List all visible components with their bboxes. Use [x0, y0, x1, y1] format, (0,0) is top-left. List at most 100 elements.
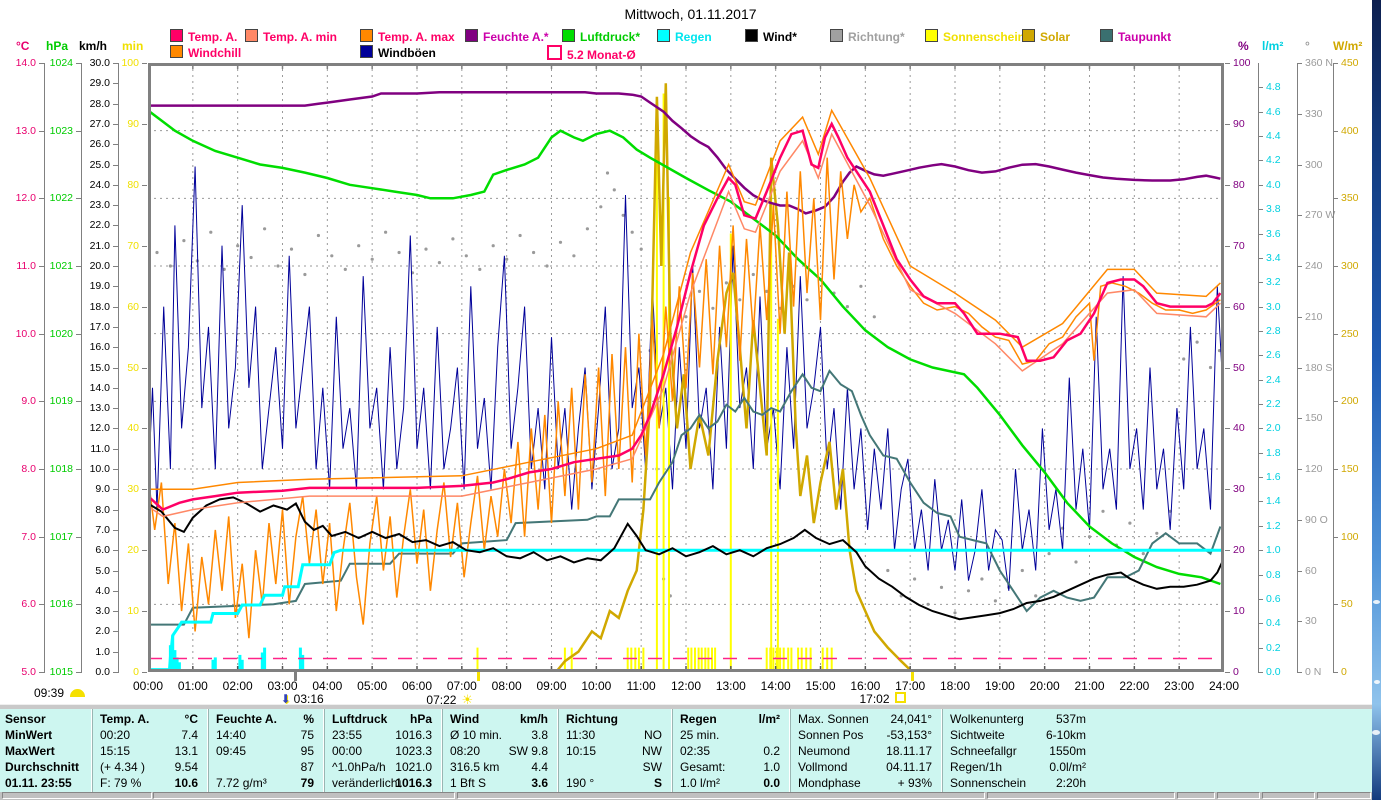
weather-chart-plot[interactable]: [148, 63, 1224, 672]
legend-item-richtung-: Richtung*: [830, 29, 905, 44]
axis-tick: [1333, 63, 1338, 64]
table-cell-label: 23:55: [332, 728, 363, 742]
axis-tick-label: 11.0: [16, 260, 36, 272]
axis-tick-label: 5.0: [95, 564, 110, 577]
legend-swatch-icon: [657, 29, 670, 42]
axis-tick: [1258, 404, 1263, 406]
legend-label: Sonnenschein: [943, 30, 1026, 44]
axis-tick-label: 19.0: [89, 280, 110, 293]
column-header-label: Temp. A.: [100, 712, 150, 726]
axis-tick-label: 4.6: [1266, 105, 1281, 118]
series-taupunkt: [148, 369, 1222, 626]
series-temp: [148, 121, 1222, 512]
x-axis-hour-label: 03:00: [267, 679, 298, 693]
axis-tick-label: 3.4: [1266, 251, 1281, 264]
table-cell-value: 1016.3: [395, 776, 432, 790]
table-column-max-sonnen: Max. Sonnen 24,041° Sonnen Pos -53,153° Neum…: [790, 709, 939, 792]
axis-tick-label: 1.6: [1266, 471, 1281, 484]
axis-tick-label: 3.0: [95, 605, 110, 618]
axis-tick: [1333, 672, 1338, 673]
column-header-label: Regen: [680, 712, 717, 726]
axis-tick: [76, 63, 81, 64]
legend-item-regen: Regen: [657, 29, 712, 44]
table-cell-value: 7.4: [181, 728, 198, 742]
axis-tick: [1258, 282, 1263, 284]
axis-tick-label: 30: [1233, 483, 1245, 496]
status-bar: [0, 792, 1372, 800]
axis-tick-label: 17.0: [89, 320, 110, 333]
axis-tick-label: 1.4: [1266, 495, 1281, 508]
axis-tick-label: 60: [1233, 300, 1245, 313]
axis-tick-label: 4.0: [1266, 178, 1281, 191]
axis-tick-label: 14.0: [15, 57, 36, 69]
column-header-unit: 537m: [1055, 712, 1086, 726]
column-header-unit: °C: [184, 712, 198, 726]
axis-tick-label: 350: [1341, 192, 1359, 205]
x-axis-hour-label: 24:00: [1208, 679, 1240, 693]
x-axis-hour-label: 12:00: [670, 679, 702, 693]
axis-tick: [1258, 452, 1263, 454]
axis-unit-: %: [1238, 39, 1249, 53]
axis-event-tick: [910, 672, 914, 681]
axis-tick-label: 300: [1305, 158, 1323, 171]
axis-tick-label: 1.2: [1266, 519, 1281, 532]
axis-tick-label: 150: [1341, 463, 1359, 475]
axis-tick-label: 0: [1341, 666, 1347, 678]
axis-tick: [76, 198, 81, 200]
series-wind: [148, 496, 1224, 621]
axis-tick-label: 2.0: [95, 625, 110, 638]
axis-tick: [1258, 428, 1263, 430]
table-cell-label: (+ 4.34 ): [100, 760, 146, 774]
axis-tick-label: 10.0: [89, 463, 110, 475]
axis-tick-label: 4.8: [1266, 81, 1281, 94]
axis-tick-label: 8.0: [21, 463, 36, 475]
axis-tick: [39, 401, 44, 403]
sunset-square-icon: [894, 692, 906, 703]
axis-tick-label: 0.0: [1266, 666, 1281, 678]
legend-item-solar: Solar: [1022, 29, 1070, 44]
axis-tick: [76, 130, 81, 132]
series-windboeen: [148, 166, 1224, 591]
axis-tick-label: 20.0: [89, 260, 110, 272]
axis-tick-label: 1.0: [95, 645, 110, 658]
cloud-icon: [1372, 730, 1380, 735]
table-cell-value: 9.54: [174, 760, 198, 774]
axis-tick: [1297, 367, 1302, 369]
table-cell-value: 1016.3: [395, 728, 432, 742]
axis-tick: [142, 428, 147, 430]
axis-tick: [113, 184, 118, 186]
x-axis-hour-label: 10:00: [581, 679, 612, 693]
axis-tick-label: 11.0: [90, 442, 110, 455]
axis-tick-label: 4.0: [95, 584, 110, 597]
axis-tick-label: 450: [1341, 57, 1359, 69]
legend-swatch-icon: [360, 45, 373, 58]
axis-tick-label: 2.2: [1266, 398, 1281, 411]
marker-time-label: 07:22: [426, 693, 457, 707]
table-cell-label: 15:15: [100, 744, 131, 758]
axis-tick-label: 1019: [49, 395, 73, 408]
table-cell-value: 1550m: [1049, 744, 1086, 758]
table-cell-label: 1 Bft S: [450, 776, 487, 790]
axis-tick-label: 120: [1305, 463, 1323, 475]
axis-tick-label: 60: [1305, 564, 1317, 577]
table-column-wolkenunterg: Wolkenunterg 537m Sichtweite 6-10km Schneefa…: [942, 709, 1093, 792]
series-windchill: [148, 157, 1221, 639]
legend-swatch-icon: [547, 45, 562, 60]
legend-swatch-icon: [465, 29, 478, 42]
axis-unit-lm: l/m²: [1262, 39, 1284, 53]
axis-tick: [1297, 621, 1302, 623]
axis-tick-label: 50: [127, 361, 139, 374]
axis-tick: [113, 367, 118, 369]
axis-tick-label: 300: [1341, 260, 1359, 272]
axis-tick: [113, 245, 118, 247]
axis-tick: [113, 408, 118, 410]
legend-swatch-icon: [245, 29, 258, 42]
axis-tick: [1258, 233, 1263, 235]
table-cell-value: 4.4: [531, 760, 548, 774]
series-temp-max: [148, 108, 1221, 491]
axis-tick: [1297, 63, 1302, 64]
legend-label: Temp. A. max: [378, 30, 455, 44]
axis-tick-label: 3.2: [1266, 276, 1281, 289]
legend-label: Regen: [675, 30, 712, 44]
table-cell-label: Ø 10 min.: [450, 728, 503, 742]
